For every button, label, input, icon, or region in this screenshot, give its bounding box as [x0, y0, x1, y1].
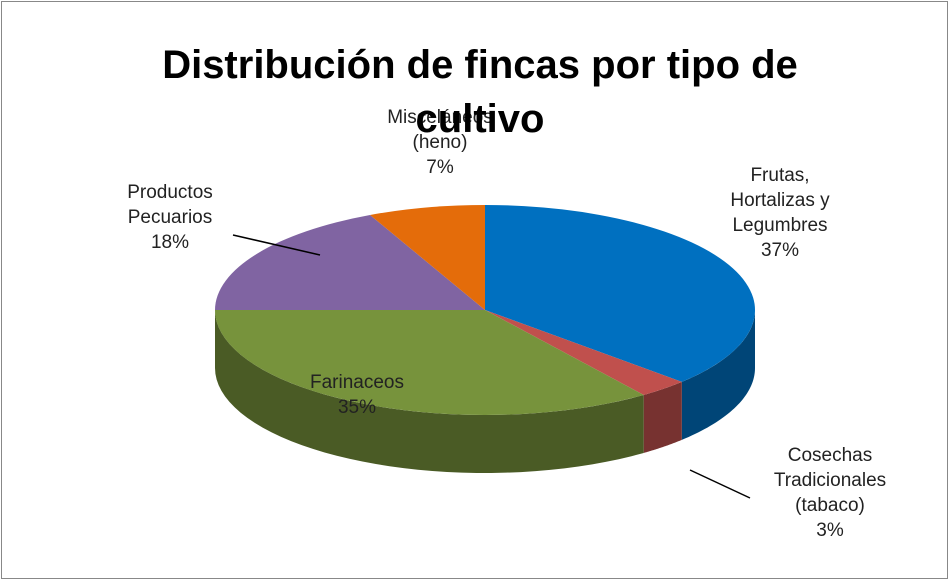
slice-label: Frutas, Hortalizas y Legumbres 37%	[715, 163, 845, 263]
slice	[215, 214, 485, 310]
value-label: 18%	[150, 232, 190, 253]
leader-line	[689, 469, 751, 499]
slice-side	[215, 310, 644, 473]
slice	[485, 205, 755, 382]
slice	[485, 310, 682, 395]
slice-label: Cosechas Tradicionales (tabaco) 3%	[750, 443, 910, 543]
value-label: 37%	[760, 240, 800, 261]
slice-side	[681, 310, 755, 440]
value-label: 3%	[816, 520, 844, 541]
slice-label: Farinaceos 35%	[282, 370, 432, 420]
category-label: Misceláneos (heno)	[387, 107, 493, 153]
leader-line	[232, 234, 321, 256]
category-label: Frutas, Hortalizas y Legumbres	[730, 165, 830, 236]
category-label: Productos Pecuarios	[127, 182, 213, 228]
slice	[215, 310, 644, 416]
slice-label: Misceláneos (heno) 7%	[360, 105, 520, 180]
chart-title: Distribución de fincas por tipo de culti…	[162, 43, 798, 141]
value-label: 35%	[337, 397, 377, 418]
category-label: Farinaceos	[310, 372, 404, 393]
slice	[370, 205, 485, 310]
slice-label: Productos Pecuarios 18%	[105, 180, 235, 255]
slice-side	[643, 381, 682, 453]
value-label: 7%	[426, 157, 454, 178]
category-label: Cosechas Tradicionales (tabaco)	[773, 445, 887, 516]
